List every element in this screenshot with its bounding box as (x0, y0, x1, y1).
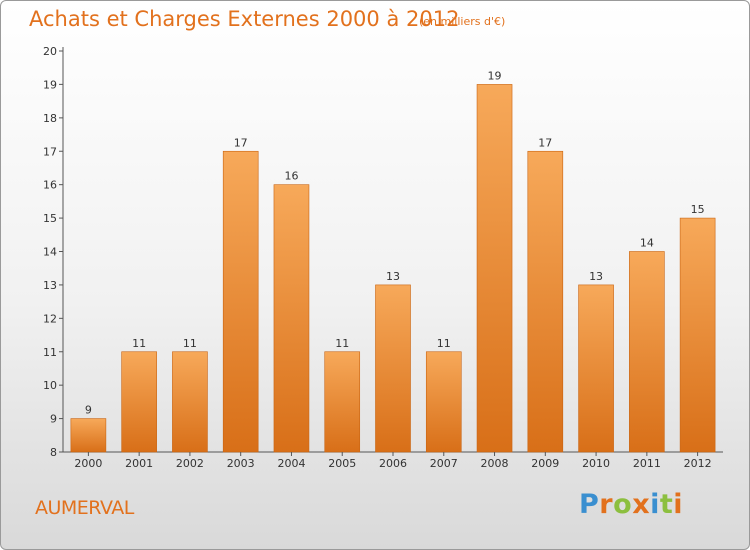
y-tick-label: 14 (43, 246, 57, 259)
bar-value-label: 17 (538, 136, 552, 149)
y-tick-label: 10 (43, 379, 57, 392)
chart-subtitle: (en milliers d'€) (419, 15, 506, 28)
bar (172, 351, 208, 453)
x-tick-label: 2012 (684, 457, 712, 470)
bar (121, 351, 157, 453)
y-tick-label: 12 (43, 312, 57, 325)
bar (679, 217, 716, 453)
bar-value-label: 13 (386, 270, 400, 283)
y-tick-label: 15 (43, 212, 57, 225)
y-tick-label: 9 (50, 413, 57, 426)
x-tick-label: 2005 (328, 457, 356, 470)
y-tick-label: 17 (43, 145, 57, 158)
bar (527, 150, 564, 453)
x-tick-label: 2010 (582, 457, 610, 470)
x-tick-label: 2006 (379, 457, 407, 470)
bar-value-label: 16 (284, 170, 298, 183)
bar-value-label: 11 (183, 337, 197, 350)
chart-title: Achats et Charges Externes 2000 à 2012 (29, 7, 460, 31)
bar (425, 351, 462, 453)
brand-letter: o (613, 489, 633, 520)
brand-letter: P (579, 489, 600, 520)
bar (222, 150, 259, 453)
bar (629, 251, 665, 453)
commune-name: AUMERVAL (35, 497, 134, 519)
brand-letter: i (650, 489, 660, 520)
x-tick-label: 2004 (277, 457, 305, 470)
bar (578, 284, 614, 453)
bar (375, 284, 411, 453)
bar-value-label: 14 (640, 237, 654, 250)
brand-letter: r (599, 489, 614, 520)
bar-value-label: 19 (488, 69, 502, 82)
x-tick-label: 2008 (481, 457, 509, 470)
bar-value-label: 11 (132, 337, 146, 350)
y-tick-label: 8 (50, 446, 57, 459)
x-tick-label: 2009 (531, 457, 559, 470)
y-tick-label: 18 (43, 112, 57, 125)
bar-value-label: 15 (691, 203, 705, 216)
x-tick-label: 2007 (430, 457, 458, 470)
y-tick-label: 11 (43, 346, 57, 359)
bar (476, 84, 513, 453)
y-tick-label: 20 (43, 45, 57, 58)
bar-value-label: 11 (335, 337, 349, 350)
x-tick-label: 2002 (176, 457, 204, 470)
x-tick-label: 2011 (633, 457, 661, 470)
bar (324, 351, 361, 453)
y-tick-label: 19 (43, 78, 57, 91)
bar-value-label: 13 (589, 270, 603, 283)
brand-letter: x (632, 489, 651, 520)
bar-value-label: 9 (85, 404, 92, 417)
brand-logo: Proxiti (579, 489, 683, 520)
bar (70, 418, 107, 453)
x-tick-label: 2000 (74, 457, 102, 470)
y-tick-label: 13 (43, 279, 57, 292)
bar-value-label: 11 (437, 337, 451, 350)
brand-letter: t (659, 489, 674, 520)
bar (273, 184, 310, 453)
bar-value-label: 17 (234, 136, 248, 149)
x-tick-label: 2001 (125, 457, 153, 470)
y-tick-label: 16 (43, 179, 57, 192)
brand-letter: i (673, 489, 684, 520)
x-tick-label: 2003 (227, 457, 255, 470)
